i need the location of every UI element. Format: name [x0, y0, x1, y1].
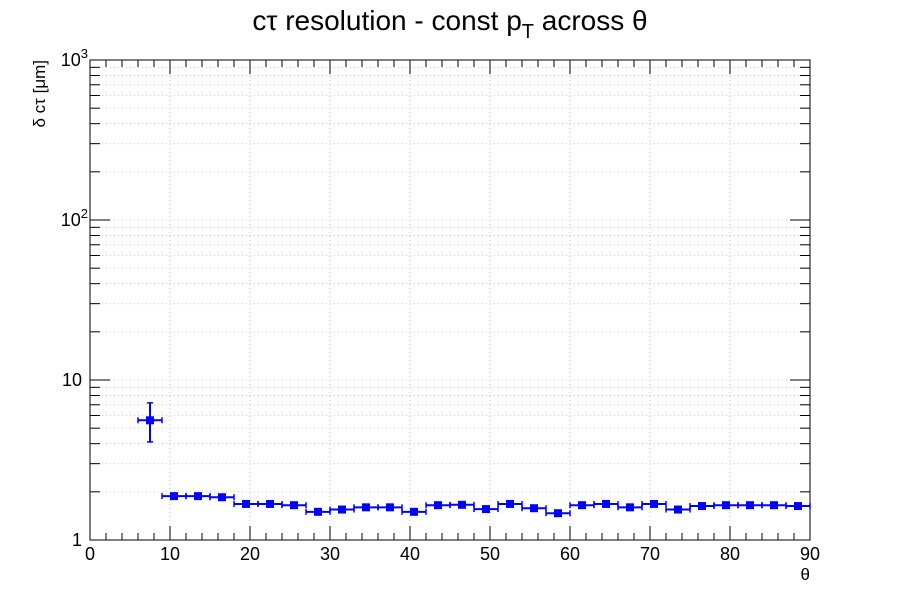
data-point — [521, 504, 547, 513]
x-tick-label: 80 — [720, 544, 740, 564]
x-tick-label: 50 — [480, 544, 500, 564]
square-marker — [362, 503, 370, 512]
y-tick-label: 102 — [61, 206, 88, 230]
square-marker — [602, 499, 610, 508]
data-point — [785, 502, 811, 511]
square-marker — [746, 501, 754, 510]
y-tick-label-base: 10 — [61, 50, 81, 70]
data-points — [137, 402, 811, 518]
square-marker — [650, 499, 658, 508]
square-marker — [722, 501, 730, 510]
y-tick-label-exponent: 3 — [81, 46, 88, 61]
square-marker — [530, 504, 538, 513]
y-tick-label: 103 — [61, 46, 88, 70]
square-marker — [410, 507, 418, 516]
data-point — [545, 509, 571, 518]
data-point — [137, 402, 163, 443]
data-point — [281, 501, 307, 510]
x-tick-label: 0 — [85, 544, 95, 564]
square-marker — [170, 492, 178, 501]
chart-title-main: cτ resolution - const p — [252, 5, 521, 36]
x-tick-label: 90 — [800, 544, 820, 564]
square-marker — [770, 501, 778, 510]
y-tick-label-exponent: 2 — [81, 206, 88, 221]
square-marker — [314, 507, 322, 516]
square-marker — [698, 502, 706, 511]
x-axis-label: θ — [801, 565, 810, 584]
square-marker — [434, 501, 442, 510]
x-tick-label: 40 — [400, 544, 420, 564]
y-tick-label-base: 10 — [62, 370, 82, 390]
square-marker — [242, 499, 250, 508]
chart-title-suffix: across θ — [534, 5, 648, 36]
chart-title-subscript: T — [522, 21, 534, 43]
square-marker — [482, 505, 490, 514]
axes — [89, 59, 811, 541]
square-marker — [338, 505, 346, 514]
square-marker — [458, 500, 466, 509]
plot-frame — [89, 59, 811, 541]
square-marker — [794, 502, 802, 511]
data-point — [209, 493, 235, 502]
square-marker — [578, 501, 586, 510]
y-axis-label: δ cτ [μm] — [30, 60, 49, 128]
square-marker — [506, 499, 514, 508]
y-tick-label-base: 1 — [72, 530, 82, 550]
x-tick-label: 20 — [240, 544, 260, 564]
square-marker — [626, 503, 634, 512]
chart-title: cτ resolution - const pT across θ — [252, 5, 647, 43]
y-tick-label-base: 10 — [61, 210, 81, 230]
data-point — [593, 499, 619, 508]
square-marker — [266, 499, 274, 508]
y-tick-label: 1 — [72, 530, 82, 550]
x-tick-label: 60 — [560, 544, 580, 564]
square-marker — [218, 493, 226, 502]
square-marker — [194, 492, 202, 501]
x-tick-label: 30 — [320, 544, 340, 564]
data-point — [641, 499, 667, 508]
square-marker — [554, 509, 562, 518]
square-marker — [146, 416, 154, 425]
square-marker — [386, 503, 394, 512]
data-point — [401, 507, 427, 516]
x-tick-label: 70 — [640, 544, 660, 564]
grid — [89, 60, 811, 541]
y-tick-label: 10 — [62, 370, 82, 390]
square-marker — [674, 505, 682, 514]
square-marker — [290, 501, 298, 510]
data-point — [473, 505, 499, 514]
x-tick-label: 10 — [160, 544, 180, 564]
